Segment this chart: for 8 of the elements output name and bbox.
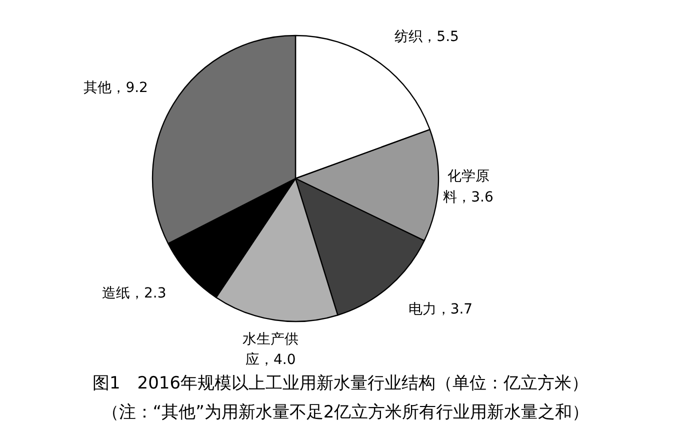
- slice-label: 电力，3.7: [408, 302, 473, 318]
- text: 图1 2016年规模以上工业用新水量行业结构（单位：亿立方米）: [92, 374, 589, 394]
- slice-label: 纺织，5.5: [394, 28, 459, 45]
- slice-label: 化学原料，3.6: [443, 168, 494, 206]
- text: （注：“其他”为用新水量不足2亿立方米所有行业用新水量之和）: [102, 402, 590, 422]
- slice-label: 水生产供应，4.0: [242, 331, 299, 368]
- slice-label: 造纸，2.3: [102, 285, 166, 302]
- slice-label: 其他，9.2: [84, 80, 148, 96]
